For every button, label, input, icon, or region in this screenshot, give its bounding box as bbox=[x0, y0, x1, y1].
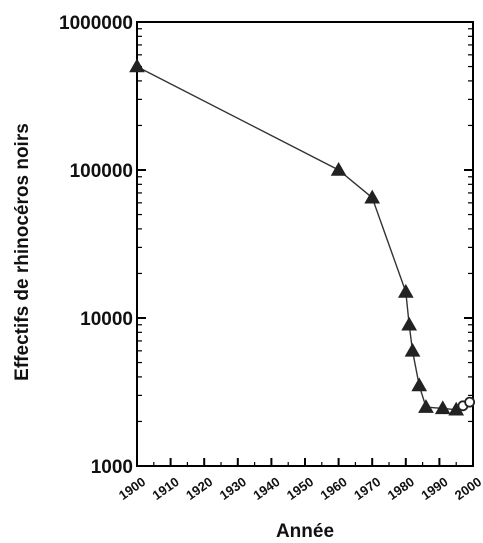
x-tick-label: 1980 bbox=[385, 474, 417, 503]
plot-area bbox=[136, 21, 474, 467]
x-tick-label: 1990 bbox=[418, 474, 450, 503]
x-tick-label: 1940 bbox=[250, 474, 282, 503]
series-line bbox=[136, 65, 470, 411]
data-markers bbox=[129, 58, 476, 416]
y-tick-label: 10000 bbox=[80, 309, 133, 330]
x-axis: 1900 1910 1920 1930 1940 1950 1960 1970 1980 1990… bbox=[116, 458, 483, 503]
x-tick-label: 1960 bbox=[318, 474, 350, 503]
y-axis-title: Effectifs de rhinocéros noirs bbox=[12, 123, 33, 381]
data-point-triangle bbox=[397, 283, 414, 298]
x-tick-label: 1950 bbox=[284, 474, 316, 503]
x-tick-label: 2000 bbox=[452, 474, 483, 503]
data-point-triangle bbox=[411, 377, 428, 392]
x-tick-label: 1900 bbox=[116, 474, 148, 503]
series-lines bbox=[136, 65, 470, 411]
data-point-triangle bbox=[364, 189, 381, 204]
y-tick-label: 1000 bbox=[91, 457, 133, 478]
data-point-triangle bbox=[401, 316, 418, 331]
x-tick-label: 1920 bbox=[183, 474, 215, 503]
x-axis-title: Année bbox=[276, 521, 334, 542]
plot-frame bbox=[136, 21, 474, 467]
x-tick-label: 1930 bbox=[217, 474, 249, 503]
y-axis: 1000 10000 100000 1000000 bbox=[59, 13, 473, 478]
data-point-triangle bbox=[404, 342, 421, 357]
x-tick-label: 1910 bbox=[150, 474, 182, 503]
data-point-circle bbox=[464, 396, 476, 408]
data-point-triangle bbox=[330, 161, 347, 176]
y-tick-label: 1000000 bbox=[59, 13, 133, 34]
y-tick-label: 100000 bbox=[70, 161, 133, 182]
data-point-triangle bbox=[418, 399, 434, 413]
data-point-triangle bbox=[434, 400, 451, 415]
x-tick-label: 1970 bbox=[351, 474, 383, 503]
data-point-triangle bbox=[129, 58, 145, 73]
